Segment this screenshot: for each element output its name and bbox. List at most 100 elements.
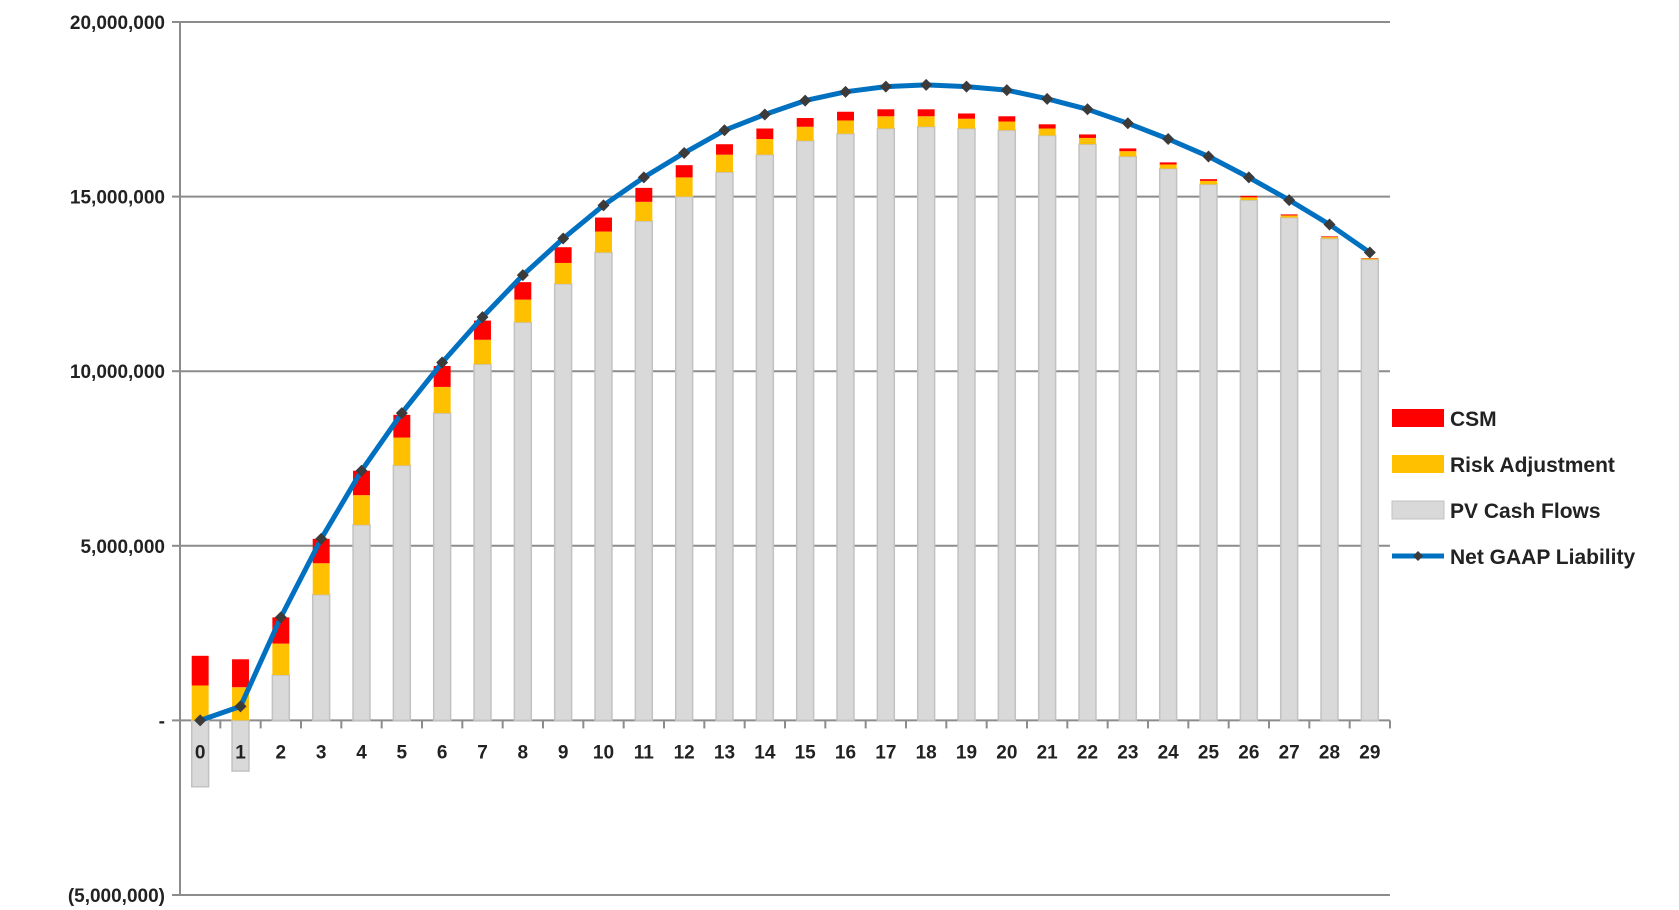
y-tick-label: (5,000,000)	[68, 886, 165, 907]
legend-item: Risk Adjustment	[1392, 454, 1615, 477]
bar-risk-adjustment	[353, 495, 370, 525]
bar-risk-adjustment	[1361, 258, 1379, 260]
y-tick-label: 5,000,000	[80, 537, 165, 558]
bar-pv-cash-flows	[553, 283, 573, 722]
line-point	[516, 269, 529, 282]
bar-pv-cash-flows	[755, 153, 775, 722]
legend-label: Net GAAP Liability	[1450, 546, 1635, 569]
bar-risk-adjustment	[998, 121, 1016, 131]
bar-csm	[1200, 179, 1217, 181]
legend-swatch	[1391, 500, 1445, 520]
bar-csm	[877, 109, 895, 117]
bar-pv-cash-flows	[1320, 237, 1339, 722]
bar-csm	[1321, 236, 1338, 238]
x-tick-label: 8	[518, 742, 529, 763]
bar-risk-adjustment	[514, 299, 532, 323]
bar-series	[190, 109, 1380, 788]
line-point	[1242, 171, 1255, 184]
bar-pv-cash-flows	[876, 127, 896, 722]
x-tick-label: 22	[1077, 742, 1098, 763]
x-tick-label: 21	[1037, 742, 1059, 763]
bar-risk-adjustment	[595, 231, 612, 253]
line-point	[758, 108, 771, 121]
x-tick-label: 12	[674, 742, 695, 763]
bar-pv-cash-flows	[1199, 183, 1218, 722]
y-tick-label: 15,000,000	[70, 188, 165, 209]
x-tick-label: 24	[1158, 742, 1180, 763]
x-tick-label: 27	[1279, 742, 1300, 763]
line-point	[395, 407, 408, 420]
bar-pv-cash-flows	[715, 171, 734, 722]
bar-csm	[716, 144, 733, 155]
legend-label: Risk Adjustment	[1450, 454, 1615, 477]
line-point	[839, 85, 852, 98]
x-tick-label: 16	[835, 742, 856, 763]
bar-csm	[1119, 148, 1137, 152]
line-point	[476, 311, 489, 324]
x-tick-label: 19	[956, 742, 977, 763]
x-tick-label: 3	[316, 742, 327, 763]
x-tick-label: 18	[916, 742, 937, 763]
bar-csm	[595, 217, 612, 232]
bar-risk-adjustment	[393, 437, 411, 466]
line-point	[194, 714, 207, 727]
legend-swatch-marker	[1413, 551, 1423, 561]
x-tick-label: 26	[1238, 742, 1259, 763]
legend: CSM Risk Adjustment PV Cash Flows Net GAAP …	[1391, 408, 1635, 569]
bar-risk-adjustment	[312, 563, 330, 595]
bar-pv-cash-flows	[311, 593, 331, 722]
x-tick-label: 23	[1117, 742, 1138, 763]
bar-risk-adjustment	[433, 386, 451, 414]
bar-csm	[917, 109, 935, 117]
line-point	[637, 171, 650, 184]
bar-risk-adjustment	[474, 339, 491, 365]
bar-risk-adjustment	[837, 120, 854, 134]
bar-csm	[635, 187, 653, 202]
y-tick-label: 10,000,000	[70, 362, 165, 383]
x-tick-label: 17	[875, 742, 896, 763]
line-point	[718, 124, 731, 137]
bar-pv-cash-flows	[432, 412, 452, 722]
bar-pv-cash-flows	[997, 129, 1017, 722]
x-tick-label: 15	[795, 742, 817, 763]
bar-risk-adjustment	[917, 116, 935, 127]
bar-risk-adjustment	[1038, 128, 1056, 136]
bar-pv-cash-flows	[1279, 216, 1299, 722]
bar-csm	[958, 113, 975, 119]
bar-pv-cash-flows	[513, 321, 533, 722]
line-point	[1162, 132, 1175, 145]
bar-pv-cash-flows	[594, 251, 613, 722]
line-point	[1000, 84, 1013, 97]
axes	[172, 21, 1391, 896]
x-tick-label: 6	[437, 742, 448, 763]
line-point	[355, 464, 368, 477]
bar-risk-adjustment	[796, 126, 814, 141]
line-point	[1363, 246, 1376, 259]
line-point	[557, 232, 570, 245]
line-point	[1202, 150, 1215, 163]
line-point	[597, 199, 610, 212]
x-tick-label: 13	[714, 742, 735, 763]
bar-risk-adjustment	[958, 118, 975, 129]
x-tick-label: 28	[1319, 742, 1340, 763]
bar-risk-adjustment	[554, 262, 572, 284]
bar-risk-adjustment	[675, 177, 693, 197]
bar-csm	[514, 282, 532, 300]
x-tick-label: 5	[397, 742, 408, 763]
bar-pv-cash-flows	[473, 363, 492, 722]
x-tick-label: 4	[356, 742, 367, 763]
line-point	[315, 532, 328, 545]
bar-risk-adjustment	[1079, 137, 1096, 145]
bar-csm	[554, 247, 572, 263]
bar-risk-adjustment	[756, 138, 774, 155]
line-point	[1283, 194, 1296, 207]
bar-risk-adjustment	[1200, 180, 1217, 185]
x-tick-label: 0	[195, 742, 206, 763]
bar-csm	[675, 165, 693, 178]
bar-csm	[1159, 162, 1177, 165]
bar-pv-cash-flows	[836, 132, 855, 722]
line-point	[1121, 117, 1134, 130]
line-point	[234, 700, 247, 713]
legend-item: PV Cash Flows	[1391, 500, 1601, 523]
